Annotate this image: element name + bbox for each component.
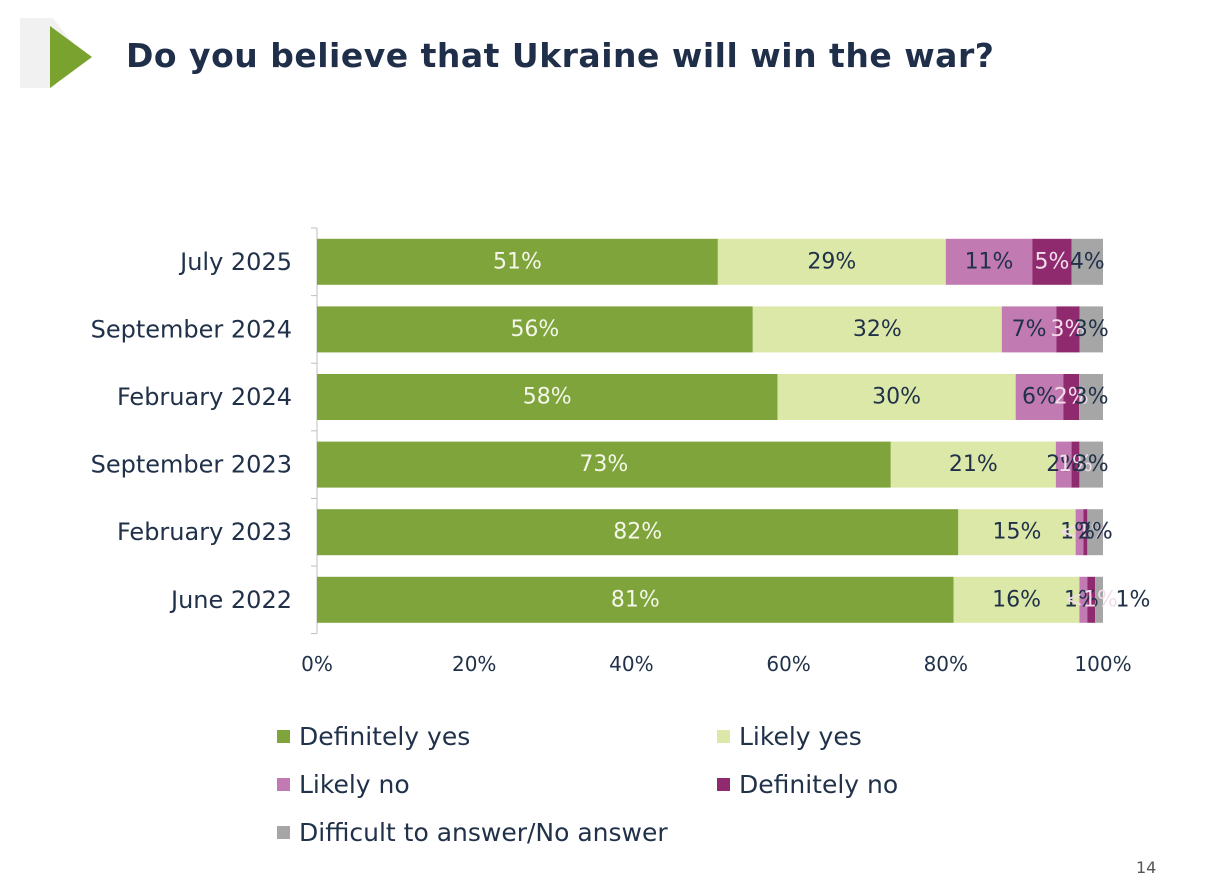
bar-segment <box>1079 374 1103 420</box>
bar-segment <box>1071 238 1103 285</box>
legend-item: Likely no <box>277 770 410 799</box>
data-label: 5% <box>1034 249 1069 274</box>
data-label: 4% <box>1070 249 1105 274</box>
bar-segment <box>1087 509 1103 556</box>
chart-legend: Definitely yes Likely yes Likely no Definit… <box>277 722 957 862</box>
data-label: <1% <box>1065 587 1118 612</box>
bar-segment <box>1083 509 1088 556</box>
legend-item: Definitely yes <box>277 722 470 751</box>
bar-segment <box>945 238 1033 285</box>
bar-segment <box>1071 441 1080 488</box>
category-label: February 2024 <box>117 383 292 411</box>
data-label: 1% <box>1116 587 1151 612</box>
data-label: 2% <box>1078 520 1113 545</box>
data-label: 73% <box>579 452 628 477</box>
legend-item: Definitely no <box>717 770 898 799</box>
bar-segment <box>1079 576 1088 623</box>
category-label: June 2022 <box>169 586 292 614</box>
legend-label: Difficult to answer/No answer <box>299 818 668 847</box>
data-label: 11% <box>965 249 1014 274</box>
bar-segment <box>1079 306 1103 353</box>
bar-segment <box>317 374 778 420</box>
data-label: 51% <box>493 249 542 274</box>
data-label: 32% <box>853 317 902 342</box>
legend-swatch <box>277 826 290 839</box>
data-label: 15% <box>993 520 1042 545</box>
bar-segment <box>752 306 1002 353</box>
bar-segment <box>1015 374 1064 420</box>
data-label: 1% <box>1064 587 1099 612</box>
data-label: 29% <box>807 249 856 274</box>
bar-segment <box>317 576 954 623</box>
page-title: Do you believe that Ukraine will win the… <box>126 36 995 75</box>
slide-number: 14 <box>1136 858 1157 877</box>
legend-item: Likely yes <box>717 722 862 751</box>
x-tick-label: 80% <box>924 652 968 676</box>
x-tick-label: 20% <box>452 652 496 676</box>
data-label: 30% <box>872 385 921 410</box>
data-label: 3% <box>1074 452 1109 477</box>
category-label: September 2023 <box>91 451 292 479</box>
data-label: 7% <box>1012 317 1047 342</box>
bar-segment <box>1032 238 1072 285</box>
bar-segment <box>1055 441 1072 488</box>
bar-segment <box>953 576 1080 623</box>
x-tick-label: 60% <box>766 652 810 676</box>
bar-segment <box>317 441 891 488</box>
x-tick-label: 0% <box>301 652 333 676</box>
bar-segment <box>317 306 753 353</box>
data-label: 1% <box>1058 452 1093 477</box>
data-label: 6% <box>1022 385 1057 410</box>
bar-segment <box>1063 374 1080 420</box>
bar-segment <box>1079 441 1103 488</box>
legend-label: Definitely no <box>739 770 899 799</box>
category-label: September 2024 <box>91 315 292 343</box>
bar-segment <box>958 509 1076 556</box>
x-tick-label: 40% <box>609 652 653 676</box>
data-label: 56% <box>510 317 559 342</box>
category-label: July 2025 <box>178 248 292 276</box>
legend-item: Difficult to answer/No answer <box>277 818 668 847</box>
bar-segment <box>317 509 959 556</box>
bar-segment <box>717 238 946 285</box>
bar-segment <box>890 441 1056 488</box>
data-label: <1% <box>1059 520 1112 545</box>
data-label: 3% <box>1074 317 1109 342</box>
legend-swatch <box>277 778 290 791</box>
bar-segment <box>1095 576 1103 623</box>
data-label: 3% <box>1074 385 1109 410</box>
bar-segment <box>317 238 718 285</box>
legend-label: Likely yes <box>739 722 862 751</box>
legend-label: Likely no <box>299 770 410 799</box>
data-label: 21% <box>949 452 998 477</box>
stacked-bar-chart: 0% 20% 40% 60% 80% 100% July 2025 51% 29% 11% 5% 4%… <box>91 227 1151 676</box>
legend-swatch <box>277 730 290 743</box>
legend-label: Definitely yes <box>299 722 471 751</box>
bar-segment <box>1075 509 1084 556</box>
data-label: 1% <box>1060 520 1095 545</box>
data-label: 81% <box>611 587 660 612</box>
data-label: 3% <box>1051 317 1086 342</box>
data-label: 58% <box>523 385 572 410</box>
bar-segment <box>1087 576 1096 623</box>
data-label: 2% <box>1054 385 1089 410</box>
category-label: February 2023 <box>117 518 292 546</box>
legend-swatch <box>717 778 730 791</box>
bar-segment <box>777 374 1016 420</box>
bar-segment <box>1056 306 1080 353</box>
data-label: 16% <box>992 587 1041 612</box>
legend-swatch <box>717 730 730 743</box>
x-tick-label: 100% <box>1074 652 1131 676</box>
data-label: 2% <box>1046 452 1081 477</box>
data-label: 82% <box>613 520 662 545</box>
bar-segment <box>1001 306 1057 353</box>
